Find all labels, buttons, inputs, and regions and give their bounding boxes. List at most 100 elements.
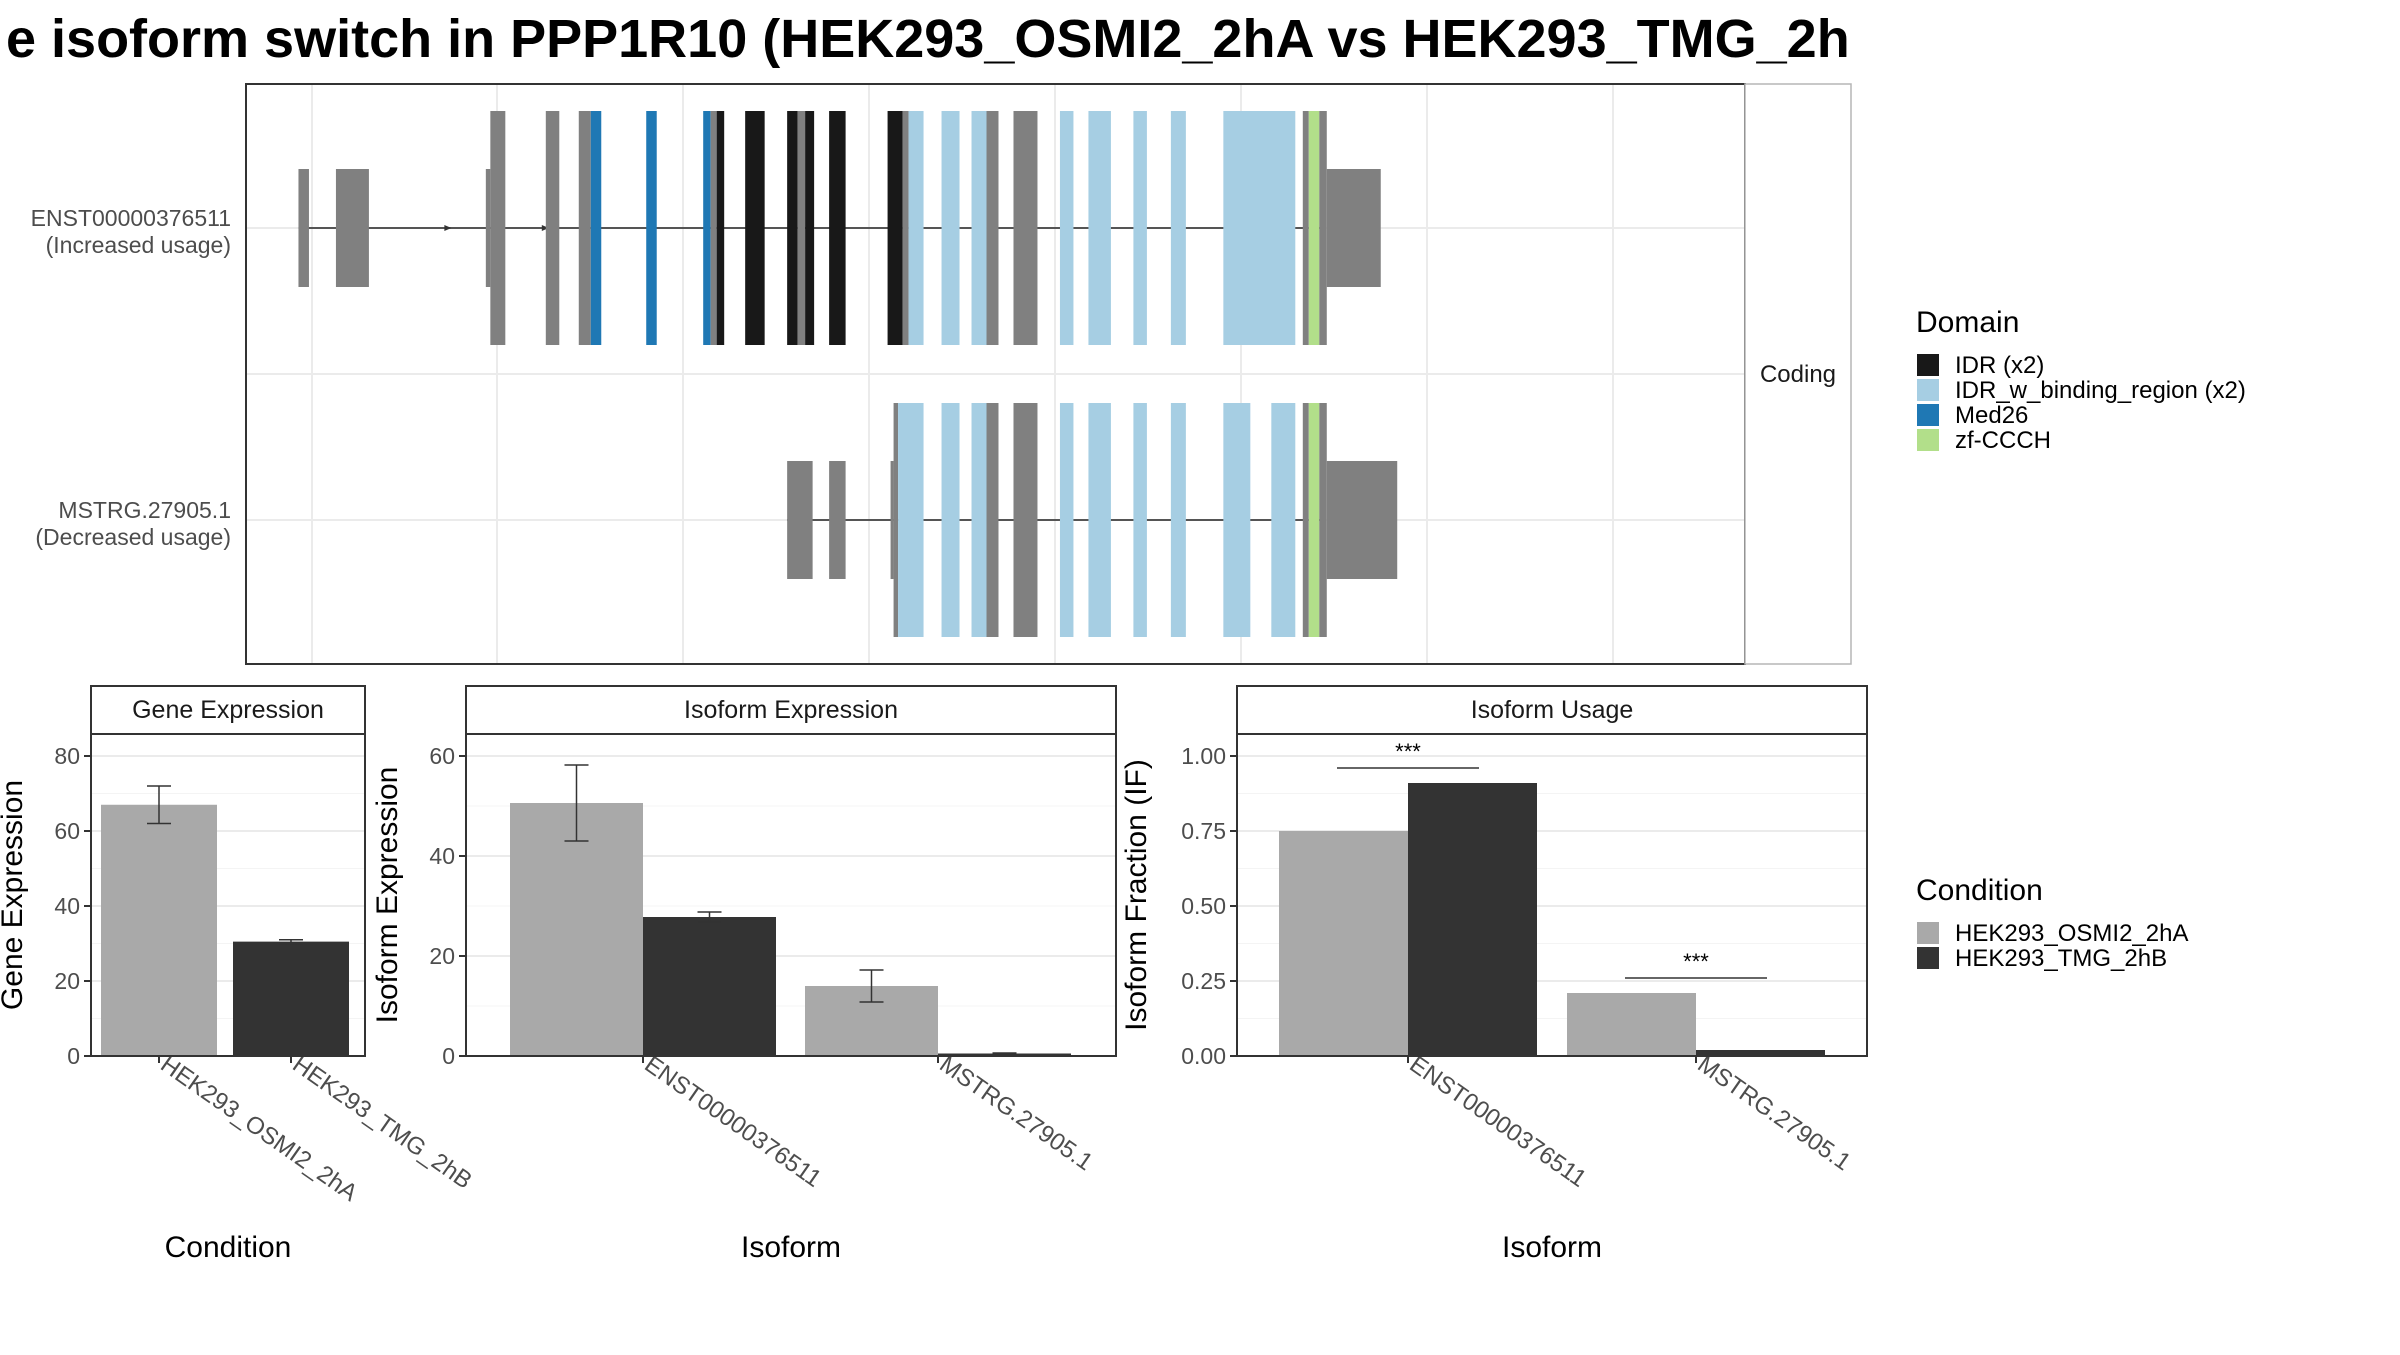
domain-exon-med26 [590, 111, 602, 345]
y-tick-label: 0.50 [1181, 893, 1226, 919]
utr-exon [890, 461, 894, 579]
bar [101, 804, 217, 1056]
utr-exon [787, 461, 813, 579]
isoform-label: MSTRG.27905.1 [58, 497, 231, 523]
domain-legend-title: Domain [1916, 306, 2019, 339]
domain-exon-idr [716, 111, 725, 345]
coding-exon [893, 403, 899, 637]
condition-legend-title: Condition [1916, 874, 2043, 907]
utr-exon [298, 169, 309, 287]
utr-exon [335, 169, 369, 287]
bar [1696, 1050, 1825, 1056]
y-tick-label: 60 [54, 818, 80, 844]
y-tick-label: 40 [429, 843, 455, 869]
panel-strip [1236, 685, 1868, 735]
domain-legend-key [1917, 404, 1939, 426]
domain-exon-idrb [1271, 403, 1296, 637]
panel-strip-label: Isoform Usage [1471, 696, 1634, 724]
utr-exon [829, 461, 846, 579]
y-tick-label: 0.25 [1181, 968, 1226, 994]
domain-exon-idrb [1223, 111, 1296, 345]
x-tick-label: MSTRG.27905.1 [935, 1051, 1098, 1176]
y-tick-label: 40 [54, 893, 80, 919]
bar [1408, 783, 1537, 1056]
x-tick-label: ENST00000376511 [1405, 1051, 1592, 1193]
y-tick-label: 0 [442, 1043, 455, 1069]
x-axis-title: Isoform [741, 1231, 841, 1264]
domain-exon-idr [805, 111, 815, 345]
domain-exon-idrb [908, 111, 924, 345]
domain-exon-idrb [1133, 111, 1147, 345]
utr-exon [1326, 169, 1381, 287]
condition-legend-key [1917, 922, 1939, 944]
condition-legend-label: HEK293_OSMI2_2hA [1955, 920, 2188, 947]
utr-exon [1326, 461, 1398, 579]
domain-exon-idrb [1223, 403, 1251, 637]
y-axis-title: Isoform Fraction (IF) [1120, 759, 1153, 1031]
panel-strip-label: Isoform Expression [684, 696, 898, 724]
strand-arrow [444, 225, 452, 231]
coding-exon [578, 111, 591, 345]
coding-exon [490, 111, 506, 345]
coding-exon [1013, 111, 1038, 345]
coding-exon [986, 403, 999, 637]
coding-exon [710, 111, 717, 345]
domain-exon-idrb [1059, 111, 1074, 345]
domain-exon-idr [787, 111, 798, 345]
domain-exon-idrb [1133, 403, 1147, 637]
domain-legend-label: IDR (x2) [1955, 352, 2044, 379]
y-tick-label: 20 [54, 968, 80, 994]
coding-exon [797, 111, 806, 345]
x-axis-title: Condition [165, 1231, 292, 1264]
x-tick-label: MSTRG.27905.1 [1693, 1051, 1856, 1176]
y-axis-title: Isoform Expression [371, 767, 404, 1024]
coding-exon [1302, 111, 1309, 345]
y-axis-title: Gene Expression [0, 780, 29, 1010]
coding-exon [545, 111, 560, 345]
bar [233, 941, 349, 1056]
y-tick-label: 0 [67, 1043, 80, 1069]
bar [1279, 831, 1408, 1056]
domain-exon-idrb [1088, 111, 1111, 345]
panel-strip-label: Gene Expression [132, 696, 324, 724]
domain-exon-idrb [898, 403, 924, 637]
coding-exon [1013, 403, 1038, 637]
domain-legend-key [1917, 354, 1939, 376]
domain-exon-zf [1308, 403, 1320, 637]
x-tick-label: ENST00000376511 [640, 1051, 827, 1193]
coding-exon [986, 111, 999, 345]
bar [643, 917, 776, 1056]
condition-legend-label: HEK293_TMG_2hB [1955, 945, 2167, 972]
isoform-status: (Increased usage) [46, 232, 231, 258]
domain-exon-idrb [971, 403, 987, 637]
significance-label: *** [1683, 949, 1709, 974]
domain-exon-idr [887, 111, 903, 345]
coding-exon [1319, 111, 1327, 345]
domain-exon-idrb [971, 111, 987, 345]
condition-legend-key [1917, 947, 1939, 969]
domain-exon-idrb [941, 403, 960, 637]
domain-exon-idrb [1170, 403, 1186, 637]
y-tick-label: 0.75 [1181, 818, 1226, 844]
domain-legend-label: zf-CCCH [1955, 427, 2051, 454]
coding-exon [1302, 403, 1309, 637]
x-axis-title: Isoform [1502, 1231, 1602, 1264]
domain-exon-idrb [941, 111, 960, 345]
domain-exon-idrb [1170, 111, 1186, 345]
coding-exon [1319, 403, 1327, 637]
isoform-label: ENST00000376511 [31, 205, 231, 231]
plot-title: e isoform switch in PPP1R10 (HEK293_OSMI… [6, 9, 1850, 69]
domain-exon-idrb [1088, 403, 1111, 637]
domain-legend-key [1917, 429, 1939, 451]
coding-strip [1744, 83, 1852, 665]
domain-exon-idrb [1059, 403, 1074, 637]
utr-exon [485, 169, 491, 287]
y-tick-label: 60 [429, 743, 455, 769]
domain-exon-med26 [646, 111, 657, 345]
domain-legend-label: IDR_w_binding_region (x2) [1955, 377, 2246, 404]
panel-strip [90, 685, 366, 735]
y-tick-label: 1.00 [1181, 743, 1226, 769]
isoform-status: (Decreased usage) [35, 524, 231, 550]
